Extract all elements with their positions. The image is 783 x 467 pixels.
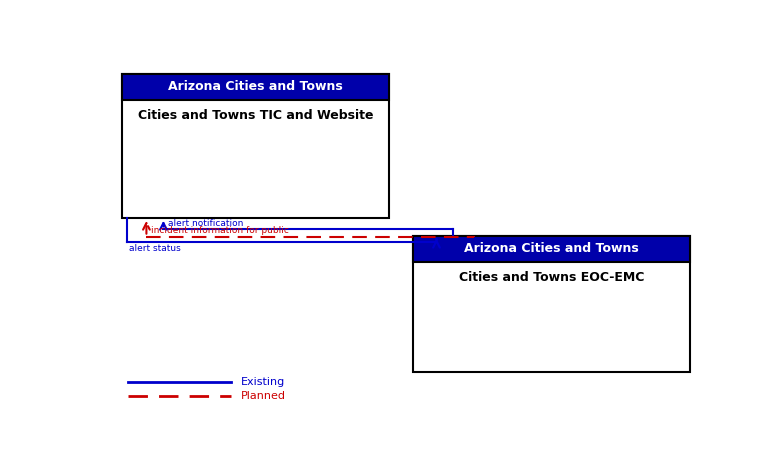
Text: incident information for public: incident information for public: [151, 226, 289, 235]
Bar: [122, 74, 389, 100]
Text: Planned: Planned: [240, 391, 286, 401]
Text: Arizona Cities and Towns: Arizona Cities and Towns: [464, 242, 639, 255]
Text: alert status: alert status: [129, 244, 181, 253]
Bar: [413, 236, 690, 262]
Text: Arizona Cities and Towns: Arizona Cities and Towns: [168, 80, 343, 93]
Text: alert notification: alert notification: [168, 219, 244, 227]
Text: Cities and Towns TIC and Website: Cities and Towns TIC and Website: [138, 109, 373, 122]
Bar: [413, 236, 690, 373]
Text: Cities and Towns EOC-EMC: Cities and Towns EOC-EMC: [459, 271, 644, 284]
Text: Existing: Existing: [240, 377, 285, 387]
Bar: [122, 74, 389, 218]
